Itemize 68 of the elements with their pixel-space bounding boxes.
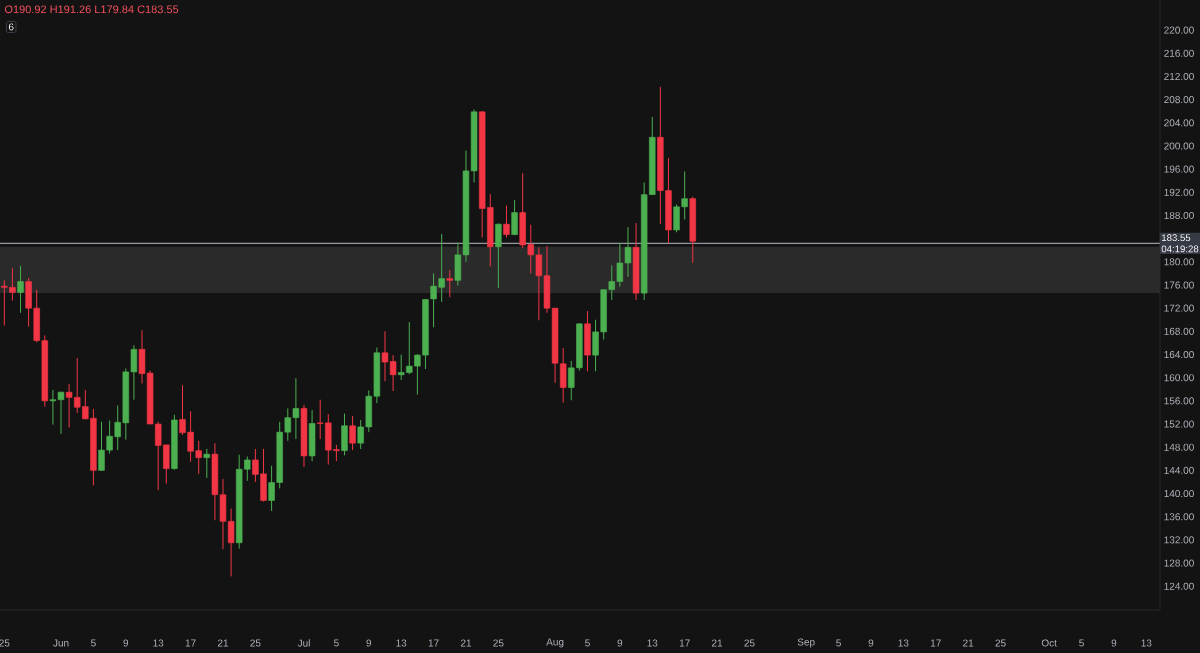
candlestick bbox=[17, 265, 24, 314]
y-tick-label: 220.00 bbox=[1164, 26, 1194, 34]
x-tick-label: 9 bbox=[1111, 639, 1117, 647]
y-tick-label: 212.00 bbox=[1164, 72, 1194, 80]
y-tick-label: 188.00 bbox=[1164, 211, 1194, 220]
x-tick-label: 17 bbox=[930, 639, 941, 647]
x-tick-label: 5 bbox=[91, 639, 96, 647]
y-tick-label: 168.00 bbox=[1164, 327, 1194, 335]
x-tick-label: 9 bbox=[123, 639, 129, 647]
y-tick-label: 160.00 bbox=[1164, 374, 1194, 382]
x-tick-label: 21 bbox=[963, 639, 974, 647]
candlestick bbox=[511, 199, 518, 236]
x-tick-label: 17 bbox=[185, 639, 196, 647]
x-tick-label: 9 bbox=[868, 639, 874, 647]
y-tick-label: 156.00 bbox=[1164, 397, 1194, 405]
y-tick-label: 196.00 bbox=[1164, 165, 1194, 173]
x-tick-label: 25 bbox=[0, 639, 10, 647]
y-tick-label: 144.00 bbox=[1164, 466, 1194, 474]
y-tick-label: 124.00 bbox=[1164, 582, 1194, 590]
y-tick-label: 180.00 bbox=[1164, 258, 1194, 266]
y-tick-label: 132.00 bbox=[1164, 536, 1194, 544]
x-tick-label: 13 bbox=[898, 639, 909, 647]
x-tick-label: 5 bbox=[836, 639, 841, 647]
y-tick-label: 172.00 bbox=[1164, 304, 1194, 312]
x-tick-label: 13 bbox=[396, 639, 407, 647]
y-tick-label: 164.00 bbox=[1164, 350, 1194, 359]
text: 04:19:28 bbox=[1161, 245, 1199, 253]
x-tick-label: 5 bbox=[585, 639, 590, 647]
x-tick-label: 17 bbox=[679, 639, 690, 647]
y-tick-label: 152.00 bbox=[1164, 420, 1194, 428]
y-tick-label: 204.00 bbox=[1164, 119, 1194, 127]
y-tick-label: 208.00 bbox=[1164, 96, 1194, 104]
x-tick-label: Jun bbox=[53, 639, 69, 647]
x-tick-label: Sep bbox=[797, 638, 815, 648]
x-tick-label: 21 bbox=[217, 639, 229, 647]
x-tick-label: 17 bbox=[428, 639, 439, 647]
candlestick bbox=[503, 205, 510, 238]
annotation: O190.92 H191.26 L179.84 C183.55 bbox=[4, 5, 179, 14]
x-tick-label: 13 bbox=[1141, 639, 1152, 647]
candlestick bbox=[446, 269, 453, 298]
x-tick-label: 25 bbox=[493, 639, 504, 647]
candlestick bbox=[203, 448, 211, 479]
x-tick-label: 25 bbox=[250, 639, 261, 647]
x-tick-label: 21 bbox=[712, 639, 723, 647]
y-tick-label: 176.00 bbox=[1164, 281, 1194, 289]
x-tick-label: 9 bbox=[617, 639, 623, 647]
y-tick-label: 216.00 bbox=[1164, 49, 1194, 57]
y-tick-label: 128.00 bbox=[1164, 559, 1194, 567]
x-tick-label: 9 bbox=[366, 639, 372, 647]
y-tick-label: 136.00 bbox=[1164, 513, 1194, 521]
x-tick-label: 25 bbox=[744, 639, 755, 647]
x-tick-label: 25 bbox=[995, 639, 1006, 647]
candlestick bbox=[349, 415, 356, 451]
annotation: 6 bbox=[8, 23, 14, 31]
x-tick-label: 21 bbox=[460, 639, 472, 647]
x-tick-label: 13 bbox=[647, 639, 658, 647]
x-tick-label: Jul bbox=[297, 639, 310, 647]
candlestick bbox=[495, 223, 502, 289]
text: 183.55 bbox=[1162, 234, 1191, 242]
x-tick-label: Oct bbox=[1041, 639, 1057, 647]
x-tick-label: Aug bbox=[546, 638, 564, 648]
y-tick-label: 200.00 bbox=[1164, 142, 1194, 150]
y-tick-label: 148.00 bbox=[1164, 443, 1194, 451]
x-tick-label: 13 bbox=[153, 639, 164, 647]
y-tick-label: 192.00 bbox=[1164, 188, 1194, 196]
x-tick-label: 5 bbox=[334, 639, 339, 647]
x-tick-label: 5 bbox=[1079, 639, 1084, 647]
y-tick-label: 140.00 bbox=[1164, 489, 1194, 498]
